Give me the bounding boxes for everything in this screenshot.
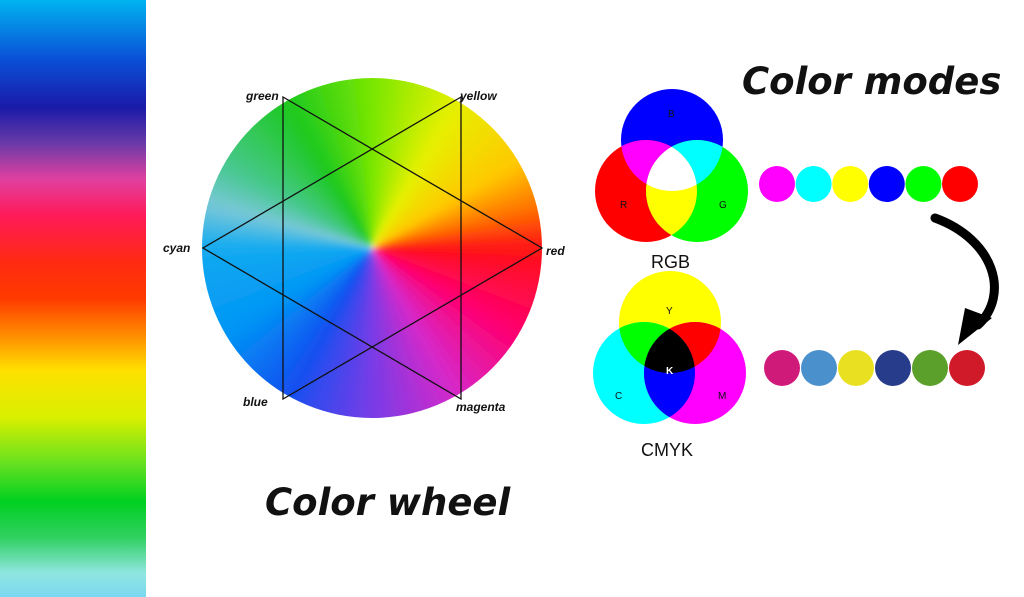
rgb-label: RGB [651,252,690,272]
rgb-swatch-4 [868,166,905,202]
cmyk-venn: Y C M K [593,271,746,424]
rgb-swatch-6 [942,166,978,202]
cmyk-overlap-black [644,322,695,373]
cmyk-letter-m: M [718,391,726,402]
rgb-swatch-row [759,166,978,202]
wheel-label-cyan: cyan [163,241,190,255]
cmyk-swatch-6 [949,350,985,386]
cmyk-letter-y: Y [666,306,673,317]
rgb-swatch-1 [759,166,795,202]
wheel-label-blue: blue [243,395,268,409]
color-wheel-title: Color wheel [265,481,512,524]
cmyk-swatch-4 [875,350,911,386]
cmyk-swatch-row [764,350,985,386]
rgb-letter-g: G [719,200,727,211]
wheel-label-green: green [245,89,279,103]
color-modes-title: Color modes [742,60,1001,103]
cmyk-swatch-2 [801,350,837,386]
wheel-label-yellow: yellow [459,89,497,103]
cmyk-letter-k: K [666,366,674,377]
wheel-label-red: red [546,244,565,258]
rgb-swatch-3 [832,166,869,202]
cmyk-swatch-3 [838,350,874,386]
cmyk-label: CMYK [641,440,693,460]
rgb-overlap-white [646,140,697,191]
conversion-arrow-icon [930,213,999,345]
wheel-gradient [202,78,542,418]
rgb-letter-r: R [620,200,627,211]
star-triangle-down [201,95,462,401]
spectrum-strip [0,0,146,597]
rgb-swatch-5 [905,166,942,202]
color-wheel: green yellow cyan red blue magenta [163,78,565,418]
cmyk-swatch-1 [764,350,800,386]
star-triangle-up [282,95,544,401]
rgb-letter-b: B [668,109,675,120]
wheel-label-magenta: magenta [456,400,506,414]
cmyk-swatch-5 [912,350,948,386]
cmyk-letter-c: C [615,391,622,402]
rgb-venn: B R G [595,89,748,242]
rgb-swatch-2 [795,166,832,202]
